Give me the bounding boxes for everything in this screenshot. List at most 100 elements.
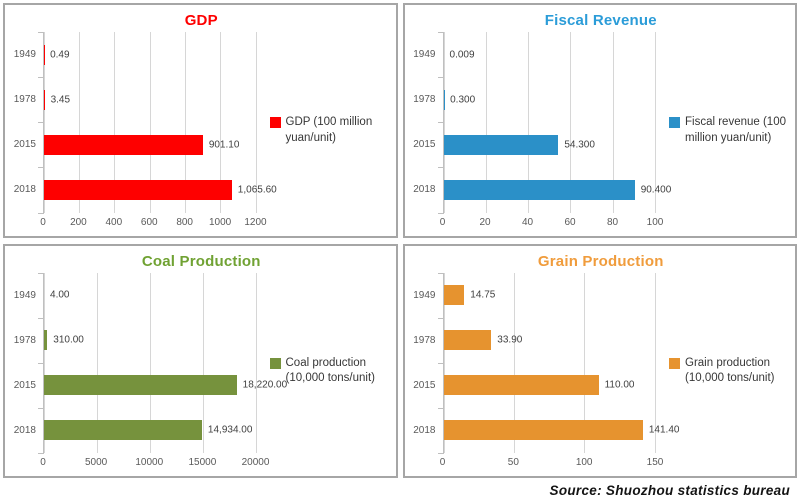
category-axis-tick: [38, 453, 44, 454]
chart-panel-fiscal-revenue: Fiscal Revenue 1949 1978 2015 2018 0.009 0.3…: [402, 3, 797, 238]
gridline: [655, 32, 656, 213]
value-axis-tick-label: 0: [439, 216, 446, 228]
category-label: 1949: [413, 289, 436, 301]
value-axis-tick-label: 200: [70, 216, 87, 228]
category-label: 2015: [13, 379, 36, 391]
value-axis-tick-label: 0: [40, 457, 46, 468]
gridline: [79, 32, 81, 213]
value-axis-tick-label: 5000: [85, 457, 108, 468]
bar-2015: [443, 375, 599, 396]
value-axis-tick-label: 0: [439, 457, 446, 468]
category-axis-tick: [437, 167, 444, 169]
bar-1949: [443, 285, 465, 306]
chart-panel-coal-production: Coal Production 1949 1978 2015 2018 4.00 310…: [3, 243, 398, 478]
bar-1978: [443, 330, 492, 351]
value-label: 14.75: [470, 289, 496, 301]
chart-title-gdp: GDP: [184, 12, 218, 29]
chart-panel-grain-production: Grain Production 1949 1978 2015 2018 14.75 3…: [402, 243, 797, 478]
category-axis-labels: 1949 1978 2015 2018: [411, 32, 443, 213]
bar-1978: [443, 89, 445, 110]
bar-2015: [443, 134, 559, 155]
legend-swatch-icon: [669, 357, 680, 369]
bar-2018: [44, 179, 232, 200]
category-label: 2018: [13, 184, 36, 196]
value-axis-tick-label: 20000: [241, 457, 270, 468]
category-label: 2015: [13, 139, 36, 151]
value-label: 4.00: [50, 289, 70, 301]
category-axis-tick: [437, 317, 444, 319]
gridline: [44, 272, 45, 453]
category-axis-tick: [38, 362, 44, 364]
value-label: 90.400: [640, 184, 672, 196]
value-label: 33.90: [497, 334, 523, 346]
bar-row-2015: 110.00: [443, 363, 656, 408]
category-label: 2015: [413, 379, 436, 391]
bar-row-2018: 141.40: [443, 408, 679, 453]
bar-row-2018: 14,934.00: [44, 408, 256, 453]
category-axis-labels: 1949 1978 2015 2018: [411, 273, 443, 454]
value-label: 3.45: [50, 94, 71, 106]
bar-2018: [443, 420, 643, 441]
gridline: [96, 272, 98, 453]
category-axis-tick: [38, 122, 44, 124]
gridline: [485, 32, 487, 213]
chart-panel-gdp: GDP 1949 1978 2015 2018 0.49 3.45 901.10 1,065…: [3, 3, 398, 238]
value-axis-labels: 0 20 40 60 80 100: [439, 213, 664, 230]
value-axis-tick-label: 1200: [244, 216, 267, 228]
value-axis-tick-label: 50: [507, 457, 519, 468]
plot-area: 1949 1978 2015 2018 4.00 310.00 18,220.00 14,9…: [11, 272, 287, 471]
legend-label: Grain production (10,000 tons/unit): [685, 356, 775, 385]
value-axis-tick-label: 15000: [188, 457, 217, 468]
value-axis-tick-label: 150: [646, 457, 664, 468]
category-axis-tick: [437, 32, 444, 33]
plot-grid: 4.00 310.00 18,220.00 14,934.00: [38, 272, 287, 454]
value-axis-tick-label: 60: [564, 216, 576, 228]
value-axis-tick-label: 100: [646, 216, 664, 228]
plot-area: 1949 1978 2015 2018 0.49 3.45 901.10 1,065.60 …: [11, 32, 277, 230]
category-axis-tick: [38, 272, 44, 274]
value-label: 141.40: [648, 424, 680, 436]
value-label: 310.00: [53, 334, 84, 346]
bar-2018: [44, 420, 202, 441]
category-axis-tick: [38, 407, 44, 409]
chart-body: 1949 1978 2015 2018 0.49 3.45 901.10 1,065.60 …: [11, 32, 392, 230]
category-axis-labels: 1949 1978 2015 2018: [11, 32, 43, 213]
bar-row-1978: 3.45: [44, 77, 256, 122]
bar-2015: [44, 134, 203, 155]
legend-swatch-icon: [269, 117, 281, 129]
value-axis-tick-label: 20: [479, 216, 491, 228]
plot-grid: 0.009 0.300 54.300 90.400: [437, 32, 671, 214]
source-note: Source: Shuozhou statistics bureau: [549, 482, 790, 498]
value-axis-tick-label: 600: [140, 216, 158, 228]
category-axis-tick: [437, 362, 444, 364]
bar-2015: [44, 375, 237, 396]
category-label: 1949: [13, 49, 36, 61]
gridline: [202, 272, 204, 453]
plot-grid: 0.49 3.45 901.10 1,065.60: [38, 32, 277, 214]
value-axis-labels: 0 50 100 150: [439, 453, 664, 470]
bar-row-2015: 18,220.00: [44, 363, 287, 408]
legend-label: Fiscal revenue (100 million yuan/unit): [685, 116, 786, 144]
chart-body: 1949 1978 2015 2018 14.75 33.90 110.00 141.40 …: [411, 272, 792, 471]
plot-grid: 14.75 33.90 110.00 141.40: [437, 272, 679, 454]
footer: Source: Shuozhou statistics bureau: [0, 478, 800, 502]
chart-title-fiscal-revenue: Fiscal Revenue: [544, 12, 657, 29]
category-axis-tick: [437, 407, 444, 409]
gridline: [255, 32, 257, 213]
bar-row-1949: 0.009: [443, 32, 656, 77]
value-label: 0.009: [449, 49, 475, 61]
plot-area: 1949 1978 2015 2018 0.009 0.300 54.300 90.400 …: [411, 32, 671, 230]
value-axis-tick-label: 0: [40, 216, 46, 228]
gridline: [255, 272, 257, 453]
chart-title-grain-production: Grain Production: [537, 252, 664, 270]
chart-title-coal-production: Coal Production: [141, 252, 261, 270]
gridline: [443, 32, 445, 213]
category-label: 2015: [413, 139, 436, 151]
bar-1978: [44, 330, 48, 351]
bar-row-1949: 4.00: [44, 273, 256, 318]
bar-row-1978: 0.300: [443, 77, 656, 122]
value-label: 0.300: [450, 94, 476, 106]
value-label: 1,065.60: [237, 184, 277, 196]
gridline: [184, 32, 186, 213]
